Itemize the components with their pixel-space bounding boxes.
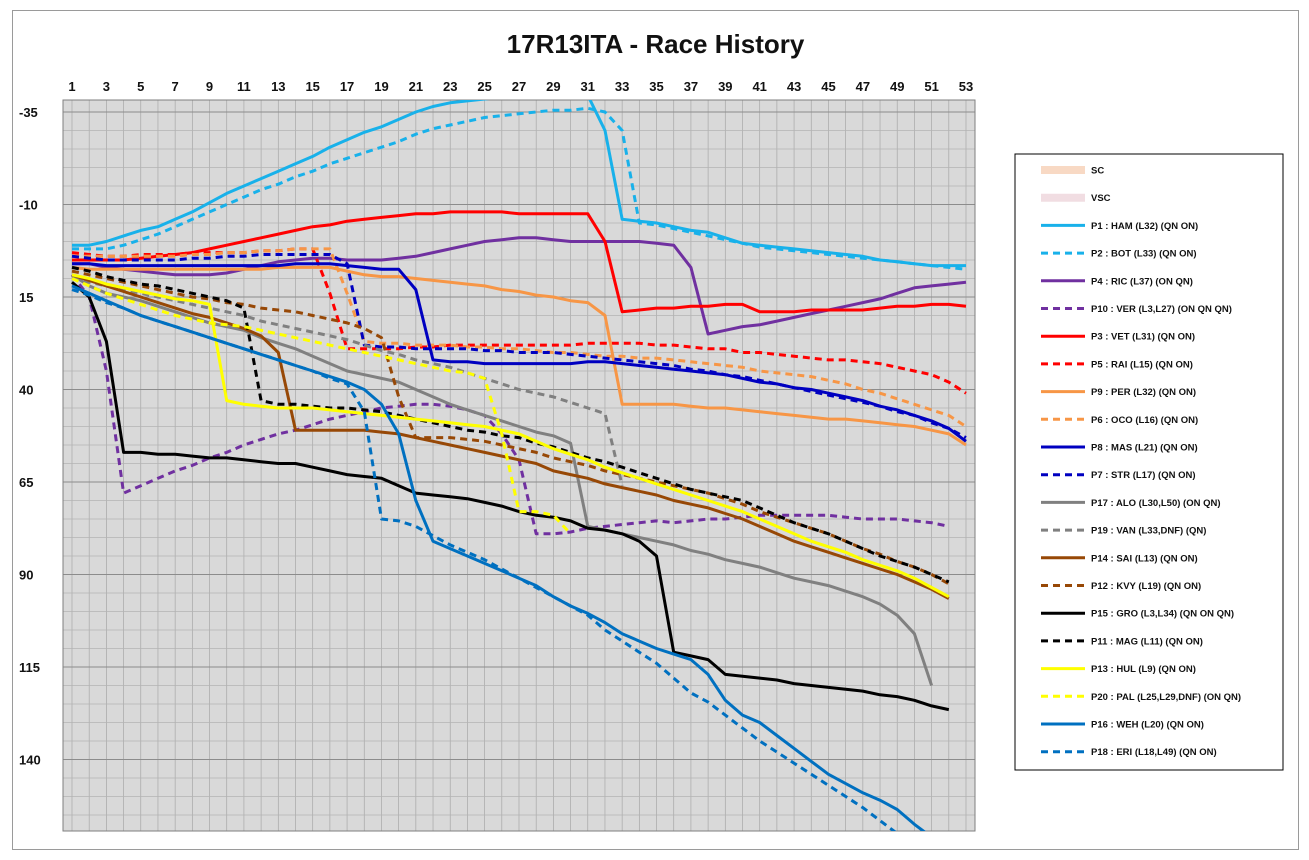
series-line [71,273,950,599]
y-tick-label: -35 [19,105,38,120]
legend-label: P16 : WEH (L20) (QN ON) [1091,720,1204,731]
x-tick-label: 23 [443,79,457,94]
legend-label: P3 : VET (L31) (QN ON) [1091,332,1195,343]
x-tick-label: 47 [856,79,870,94]
x-axis-ticks: 1 3 5 7 9 11 13 15 17 19 21 23 25 27 29 31 33 35 37 39 41 43 4… [68,79,973,94]
x-tick-label: 53 [959,79,973,94]
y-tick-label: 65 [19,475,33,490]
y-tick-label: 115 [19,660,40,675]
legend-label: P19 : VAN (L33,DNF) (QN) [1091,526,1206,537]
x-tick-label: 13 [271,79,285,94]
x-tick-label: 43 [787,79,801,94]
x-tick-label: 31 [581,79,595,94]
legend-label: P4 : RIC (L37) (ON QN) [1091,276,1193,287]
legend-label: P7 : STR (L17) (QN ON) [1091,470,1196,481]
legend-label: P17 : ALO (L30,L50) (ON QN) [1091,498,1221,509]
x-tick-label: 51 [924,79,938,94]
legend-label: P6 : OCO (L16) (QN ON) [1091,415,1198,426]
x-tick-label: 5 [137,79,144,94]
y-tick-label: 90 [19,568,33,583]
series-line [72,247,967,428]
x-tick-label: 1 [68,79,75,94]
x-tick-label: 33 [615,79,629,94]
x-tick-label: 11 [237,79,251,94]
x-tick-label: 3 [103,79,110,94]
x-tick-label: 41 [752,79,766,94]
series-line [71,288,897,831]
series-line [72,236,967,336]
x-tick-label: 49 [890,79,904,94]
series-line [71,273,950,600]
legend-label: VSC [1091,193,1111,204]
series-line [72,210,967,314]
legend-label: P1 : HAM (L32) (QN ON) [1091,221,1198,232]
x-tick-label: 29 [546,79,560,94]
series-line [71,277,572,535]
series-line [72,262,967,443]
x-tick-label: 45 [821,79,835,94]
y-tick-label: 40 [19,383,33,398]
chart-title: 17R13ITA - Race History [506,29,805,59]
series-line [71,265,950,584]
legend-label: SC [1091,166,1104,177]
series-line [71,277,624,487]
legend-box [1014,153,1284,771]
series-lines [70,100,967,831]
legend-label: P11 : MAG (L11) (QN ON) [1091,636,1203,647]
chart-frame: 17R13ITA - Race History 1 3 5 7 9 11 13 15 17 19 2… [12,10,1299,850]
x-tick-label: 17 [340,79,354,94]
legend: SC VSC P1 : HAM (L32) (QN ON) P2 : BOT (L33… [1014,153,1284,771]
x-tick-label: 25 [477,79,491,94]
plot-border [62,99,976,832]
x-tick-label: 7 [172,79,179,94]
race-history-chart: 1 3 5 7 9 11 13 15 17 19 21 23 25 27 29 31 33 35 37 39 41 43 4… [19,79,1284,832]
series-line [72,100,966,268]
legend-label: P8 : MAS (L21) (QN ON) [1091,443,1198,454]
legend-label: P20 : PAL (L25,L29,DNF) (ON QN) [1091,692,1241,703]
x-tick-label: 39 [718,79,732,94]
legend-label: P18 : ERI (L18,L49) (QN ON) [1091,747,1217,758]
x-tick-label: 27 [512,79,526,94]
y-axis-ticks: -35 -10 15 40 65 90 115 140 [19,105,41,768]
series-line [71,284,926,831]
legend-label: P5 : RAI (L15) (QN ON) [1091,359,1193,370]
x-tick-label: 37 [684,79,698,94]
series-line [71,281,950,712]
x-tick-label: 9 [206,79,213,94]
legend-label: P2 : BOT (L33) (QN ON) [1091,249,1197,260]
x-tick-label: 35 [649,79,663,94]
legend-label: P9 : PER (L32) (QN ON) [1091,387,1196,398]
legend-label: P10 : VER (L3,L27) (ON QN QN) [1091,304,1232,315]
x-tick-label: 15 [305,79,319,94]
x-tick-label: 21 [409,79,423,94]
y-tick-label: 140 [19,753,41,768]
legend-label: P13 : HUL (L9) (QN ON) [1091,664,1196,675]
series-line [71,265,967,447]
series-line [71,253,967,439]
series-line [70,273,950,536]
x-tick-label: 19 [374,79,388,94]
legend-label: P15 : GRO (L3,L34) (QN ON QN) [1091,609,1234,620]
y-tick-label: -10 [19,198,38,213]
series-line [72,106,967,271]
y-tick-label: 15 [19,290,33,305]
legend-label: P12 : KVY (L19) (QN ON) [1091,581,1201,592]
legend-label: P14 : SAI (L13) (QN ON) [1091,553,1198,564]
